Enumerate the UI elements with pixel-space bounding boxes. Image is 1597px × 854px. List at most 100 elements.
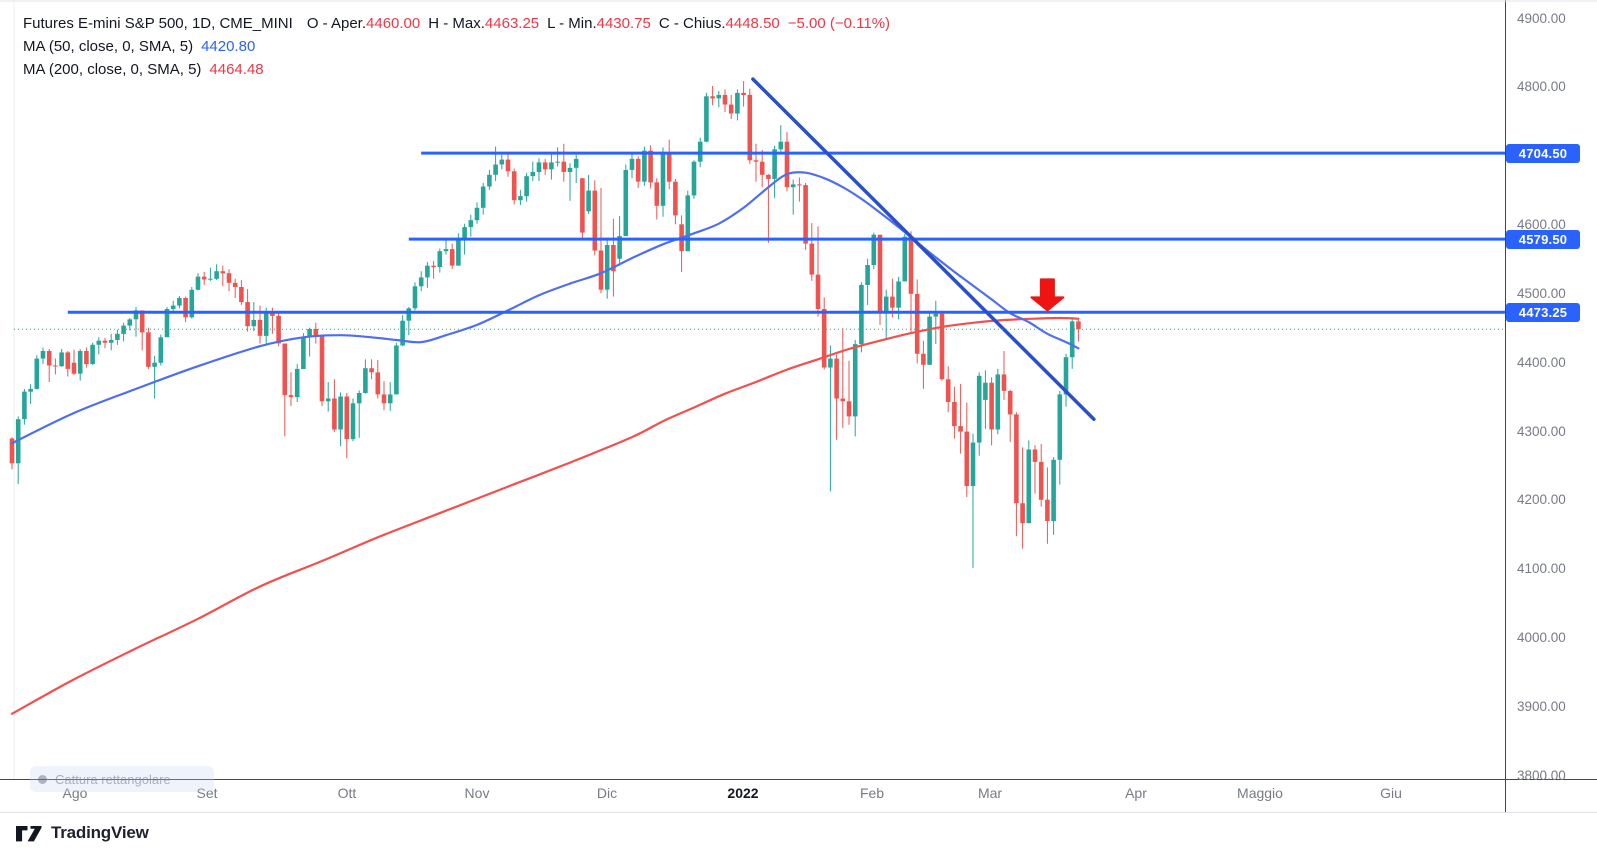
candle-body xyxy=(1051,459,1056,522)
ma50-line[interactable] xyxy=(10,171,1080,445)
ma200-value: 4464.48 xyxy=(209,61,264,78)
candle-body xyxy=(1007,391,1013,415)
price-tick-label: 4600.00 xyxy=(1517,217,1566,233)
candle-body xyxy=(307,329,312,338)
candle-body xyxy=(214,271,219,279)
time-axis-label: Nov xyxy=(464,785,490,801)
candle-body xyxy=(859,284,864,345)
candle-body xyxy=(561,161,567,172)
candle-body xyxy=(840,398,846,402)
candle-body xyxy=(9,438,15,464)
candle-body xyxy=(933,313,939,317)
candle-body xyxy=(629,158,635,170)
candle-body xyxy=(728,104,734,114)
candle-body xyxy=(883,296,889,313)
candle-body xyxy=(425,265,430,278)
candle-body xyxy=(239,287,244,303)
candle-body xyxy=(735,92,740,114)
candle-body xyxy=(158,337,164,363)
low-label: L - Min. xyxy=(547,15,597,32)
candle-body xyxy=(449,249,455,266)
candle-body xyxy=(759,161,765,175)
down-arrow-annotation[interactable] xyxy=(1030,278,1065,312)
ma200-label[interactable]: MA (200, close, 0, SMA, 5) xyxy=(23,61,202,78)
candle-body xyxy=(790,184,796,188)
candle-body xyxy=(363,368,368,393)
candle-body xyxy=(623,170,629,237)
candle-body xyxy=(685,195,691,252)
price-tick-label: 4100.00 xyxy=(1517,561,1566,577)
candle-body xyxy=(536,162,542,172)
candle-body xyxy=(741,92,746,95)
candle-body xyxy=(852,344,858,417)
candle-body xyxy=(164,309,170,338)
candle-body xyxy=(976,375,982,443)
candle-body xyxy=(573,158,579,168)
legend-ma50: MA (50, close, 0, SMA, 5) 4420.80 xyxy=(23,35,890,58)
candle-body xyxy=(1032,449,1038,462)
candle-body xyxy=(896,281,901,308)
candlestick-plot[interactable] xyxy=(0,0,1597,813)
candle-body xyxy=(952,402,957,427)
candle-body xyxy=(797,184,802,186)
candle-body xyxy=(319,335,325,402)
candle-body xyxy=(660,152,666,206)
symbol-title[interactable]: Futures E-mini S&P 500, 1D, CME_MINI xyxy=(23,15,293,32)
candle-body xyxy=(642,150,647,182)
candle-body xyxy=(828,358,833,368)
tradingview-logo-text[interactable]: TradingView xyxy=(51,823,149,842)
candle-body xyxy=(282,343,288,396)
candle-body xyxy=(821,309,827,368)
candle-body xyxy=(195,276,201,290)
close-label: C - Chius. xyxy=(658,15,726,32)
time-axis-label: Set xyxy=(196,785,218,801)
candle-body xyxy=(890,296,895,308)
candle-body xyxy=(437,251,443,267)
time-axis-label: Apr xyxy=(1125,785,1147,801)
candle-body xyxy=(846,401,852,417)
candle-body xyxy=(567,167,573,172)
candle-body xyxy=(815,274,821,309)
candle-body xyxy=(555,161,560,163)
tradingview-logo-icon[interactable] xyxy=(15,824,43,842)
candle-body xyxy=(245,302,250,327)
candle-body xyxy=(84,351,89,365)
candle-body xyxy=(115,333,120,340)
candle-body xyxy=(902,236,908,282)
trend-line[interactable] xyxy=(751,77,1096,421)
time-axis[interactable]: Ago Set Ott Nov Dic 2022 Feb Mar Apr Maggio Giu xyxy=(0,779,1597,813)
candle-body xyxy=(1076,321,1081,330)
candle-body xyxy=(691,161,697,196)
candle-body xyxy=(921,353,926,365)
candle-body xyxy=(350,403,356,440)
price-tick-label: 4400.00 xyxy=(1517,354,1566,370)
high-value: 4463.25 xyxy=(484,15,540,32)
candle-body xyxy=(586,190,591,212)
candle-body xyxy=(400,320,405,346)
candle-body xyxy=(208,278,213,280)
price-level-badge: 4704.50 xyxy=(1506,143,1580,163)
candle-body xyxy=(201,276,207,280)
price-axis[interactable]: 4900.00 4800.00 4600.00 4500.00 4400.00 4300.… xyxy=(1505,0,1597,783)
ma200-line[interactable] xyxy=(10,316,1080,715)
candle-body xyxy=(1063,357,1069,395)
candle-body xyxy=(487,174,492,187)
legend-ma200: MA (200, close, 0, SMA, 5) 4464.48 xyxy=(23,58,890,81)
candle-body xyxy=(480,186,486,208)
candle-body xyxy=(673,181,678,216)
price-tick-label: 4000.00 xyxy=(1517,630,1566,646)
snip-icon xyxy=(38,774,47,784)
time-axis-label: 2022 xyxy=(727,785,759,801)
candle-body xyxy=(468,220,474,228)
candle-body xyxy=(325,398,331,402)
candle-body xyxy=(784,141,790,188)
legend-line-1: Futures E-mini S&P 500, 1D, CME_MINI O - … xyxy=(23,12,890,35)
price-tick-label: 4900.00 xyxy=(1517,10,1566,26)
candle-body xyxy=(313,329,319,336)
ma50-label[interactable]: MA (50, close, 0, SMA, 5) xyxy=(23,38,194,55)
candle-body xyxy=(462,227,467,239)
candle-body xyxy=(809,243,815,275)
candle-body xyxy=(598,250,604,290)
open-value: 4460.00 xyxy=(366,15,421,32)
